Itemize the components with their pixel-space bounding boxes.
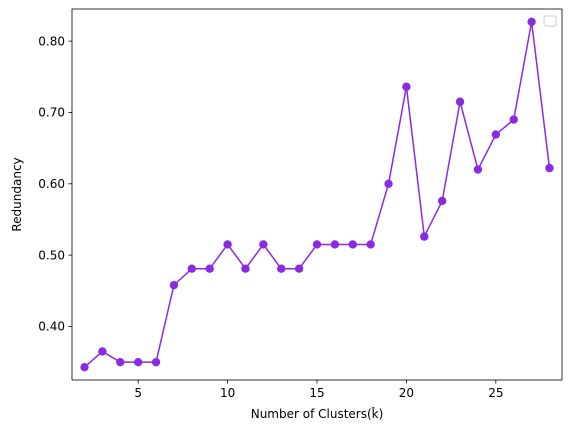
series-line (84, 21, 551, 368)
data-point (205, 264, 214, 273)
data-point (366, 240, 375, 249)
data-point (545, 163, 554, 173)
x-tick-label: 5 (134, 386, 142, 400)
data-point (241, 264, 250, 273)
data-point (455, 97, 465, 106)
legend-box (543, 15, 557, 27)
y-tick-label: 0.40 (38, 320, 65, 334)
y-tick-label: 0.80 (38, 34, 65, 48)
data-point (384, 179, 393, 188)
data-point (420, 232, 429, 241)
data-point (402, 82, 411, 91)
y-axis-ticks: 0.40 0.50 0.60 0.70 0.80 (38, 34, 72, 334)
data-point (151, 357, 161, 367)
series-markers (80, 17, 554, 372)
x-tick-label: 15 (309, 386, 324, 400)
y-tick-label: 0.50 (38, 248, 65, 262)
x-tick-label: 25 (488, 386, 503, 400)
y-tick-label: 0.70 (38, 106, 65, 120)
x-tick-label: 20 (399, 386, 414, 400)
data-point (491, 130, 501, 139)
y-tick-label: 0.60 (38, 177, 65, 191)
data-point (312, 240, 322, 249)
data-point (509, 115, 518, 124)
axes-frame (71, 8, 563, 381)
data-point (348, 240, 357, 249)
data-point (277, 264, 286, 273)
data-point (259, 240, 268, 249)
x-axis-ticks: 5 10 15 20 25 (134, 380, 503, 400)
data-point (116, 357, 125, 367)
data-point (527, 17, 536, 27)
x-tick-label: 10 (220, 386, 235, 400)
data-point (187, 264, 197, 273)
data-point (169, 280, 179, 290)
plot-area (80, 17, 554, 372)
data-point (133, 357, 143, 367)
data-point (437, 196, 447, 206)
data-point (223, 240, 232, 249)
data-point (80, 362, 89, 372)
data-point (330, 240, 340, 249)
data-point (473, 165, 483, 174)
x-axis-label: Number of Clusters(k̂) (251, 407, 384, 421)
y-axis-label: Redundancy (10, 157, 24, 231)
data-point (98, 347, 107, 356)
data-point (294, 264, 304, 273)
